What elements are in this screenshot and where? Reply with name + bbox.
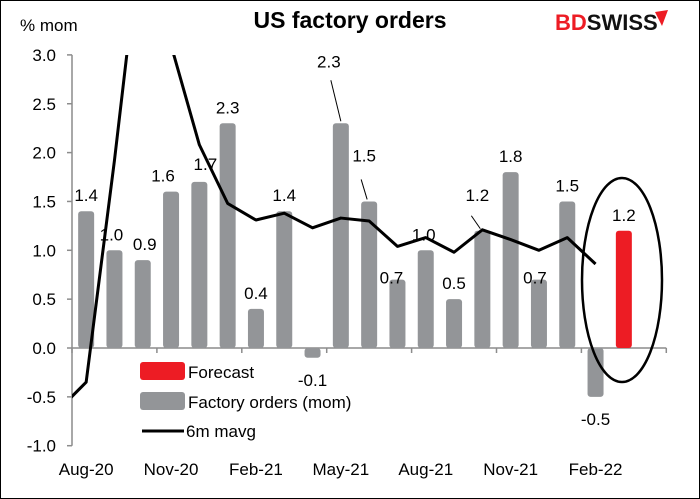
factory-orders-bar — [247, 308, 264, 348]
factory-orders-bar — [361, 201, 378, 348]
data-label: 1.2 — [612, 206, 636, 225]
legend: Forecast Factory orders (mom) 6m mavg — [140, 362, 351, 441]
factory-orders-bar — [106, 250, 123, 348]
forecast-bar — [615, 230, 632, 348]
y-tick-label: 0.0 — [32, 339, 56, 358]
factory-orders-bar — [78, 211, 95, 348]
y-tick-label: 2.0 — [32, 144, 56, 163]
factory-orders-bar — [587, 348, 604, 397]
factory-orders-bar — [530, 279, 547, 348]
factory-orders-bar — [446, 299, 463, 348]
data-label: 1.5 — [555, 176, 579, 195]
y-tick-label: -0.5 — [27, 388, 56, 407]
y-tick-label: 0.5 — [32, 290, 56, 309]
chart-title: US factory orders — [253, 7, 446, 33]
y-tick-label: 1.0 — [32, 241, 56, 260]
data-label: 0.4 — [244, 284, 268, 303]
factory-orders-bar — [559, 201, 576, 348]
forecast-highlight-ellipse — [580, 176, 664, 384]
factory-orders-bar — [219, 123, 236, 348]
x-tick-label: Nov-21 — [483, 460, 538, 479]
legend-label-forecast: Forecast — [188, 363, 254, 382]
data-label: 1.4 — [272, 186, 296, 205]
logo-text: BDSWISS — [555, 10, 658, 35]
legend-label-factory-orders: Factory orders (mom) — [188, 393, 351, 412]
legend-swatch-forecast — [140, 362, 185, 380]
legend-label-mavg: 6m mavg — [186, 422, 256, 441]
factory-orders-bar — [417, 250, 434, 348]
y-tick-label: -1.0 — [27, 437, 56, 456]
data-label: 0.5 — [442, 274, 466, 293]
leader-line — [330, 80, 342, 122]
leader-line — [470, 215, 481, 230]
data-label: 2.3 — [317, 52, 341, 71]
data-label: 1.4 — [74, 186, 98, 205]
y-axis-label: % mom — [20, 16, 78, 35]
data-label: 1.0 — [100, 225, 124, 244]
factory-orders-bar — [134, 260, 151, 348]
x-tick-label: Nov-20 — [144, 460, 199, 479]
y-tick-label: 3.0 — [32, 46, 56, 65]
factory-orders-bar — [332, 123, 349, 348]
data-label: 0.7 — [380, 269, 404, 288]
x-tick-label: Aug-20 — [59, 460, 114, 479]
data-label: 1.2 — [466, 186, 490, 205]
data-label: 1.0 — [412, 225, 436, 244]
data-label: -0.1 — [298, 371, 327, 390]
factory-orders-bar — [474, 230, 491, 348]
leader-line — [360, 179, 368, 200]
data-label: -0.5 — [581, 410, 610, 429]
factory-orders-bar — [389, 279, 406, 348]
mavg-line — [72, 55, 597, 399]
x-tick-label: May-21 — [313, 460, 370, 479]
data-label: 2.3 — [216, 98, 240, 117]
data-label: 1.5 — [352, 146, 376, 165]
logo-mark-icon — [655, 10, 668, 26]
logo: BDSWISS — [555, 10, 668, 35]
data-label: 0.7 — [523, 269, 547, 288]
factory-orders-bar — [191, 181, 208, 348]
factory-orders-bar — [163, 191, 180, 348]
factory-orders-bar — [502, 172, 519, 348]
data-label: 0.9 — [133, 235, 157, 254]
factory-orders-bar — [304, 348, 321, 358]
data-label: 1.8 — [499, 147, 523, 166]
data-label: 1.7 — [194, 155, 218, 174]
data-label: 1.6 — [151, 167, 175, 186]
y-tick-label: 1.5 — [32, 192, 56, 211]
x-tick-label: Aug-21 — [398, 460, 453, 479]
x-tick-label: Feb-21 — [229, 460, 283, 479]
factory-orders-bar — [276, 211, 293, 348]
x-tick-label: Feb-22 — [569, 460, 623, 479]
y-tick-label: 2.5 — [32, 95, 56, 114]
legend-swatch-factory-orders — [140, 392, 185, 410]
